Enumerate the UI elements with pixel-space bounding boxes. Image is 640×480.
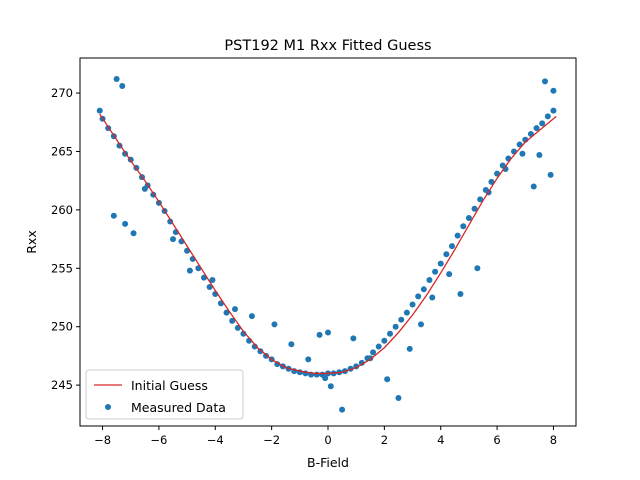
legend-label-measured-data: Measured Data: [131, 400, 226, 415]
measured-data-point: [477, 196, 484, 203]
x-axis-ticks: −8 −6 −4 −2 0 2 4 6 8: [94, 426, 557, 447]
x-tick-label: −8: [94, 433, 111, 447]
measured-data-point: [113, 76, 120, 83]
y-tick-label: 270: [51, 86, 73, 100]
measured-data-point: [449, 243, 455, 250]
measured-data-point: [542, 78, 548, 85]
measured-data-point: [119, 83, 126, 90]
measured-data-point: [325, 329, 331, 336]
measured-data-point: [384, 376, 391, 383]
measured-data-point: [544, 113, 551, 120]
legend: Initial Guess Measured Data: [85, 369, 244, 420]
measured-data-point: [209, 276, 216, 283]
measured-data-point: [322, 375, 329, 382]
measured-data-point: [406, 345, 413, 352]
measured-data-point: [375, 343, 382, 350]
x-tick-label: 0: [324, 433, 331, 447]
measured-data-point: [519, 150, 526, 157]
initial-guess-curve: [99, 113, 557, 375]
measured-data-point: [539, 120, 546, 127]
measured-data-point: [415, 293, 422, 300]
x-tick-label: 4: [437, 433, 444, 447]
y-tick-label: 265: [51, 144, 73, 158]
measured-data-point: [429, 294, 436, 301]
x-tick-label: 2: [381, 433, 388, 447]
measured-data-point: [232, 306, 238, 313]
measured-data-point: [327, 383, 334, 390]
measured-data-point: [316, 331, 323, 338]
x-tick-label: −4: [207, 433, 224, 447]
measured-data-point: [437, 260, 444, 267]
measured-data-point: [229, 317, 236, 324]
measured-data-point: [206, 283, 213, 290]
measured-data-point: [474, 265, 481, 272]
legend-marker-swatch: [105, 404, 111, 410]
measured-data-point: [350, 335, 357, 342]
measured-data-point: [271, 321, 278, 328]
legend-label-initial-guess: Initial Guess: [131, 378, 208, 393]
measured-data-point: [248, 313, 255, 320]
measured-data-point: [392, 323, 399, 330]
x-tick-label: 6: [493, 433, 500, 447]
measured-data-point: [274, 361, 281, 368]
measured-data-point: [550, 87, 557, 94]
measured-data-point: [395, 394, 402, 401]
plot-area: [96, 76, 557, 413]
initial-guess-line: [99, 113, 557, 375]
measured-data-point: [167, 218, 174, 225]
measured-data-point: [110, 212, 117, 219]
measured-data-point: [446, 271, 453, 278]
measured-data-point: [471, 205, 478, 212]
measured-data-point: [141, 185, 148, 192]
measured-data-point: [426, 276, 433, 283]
measured-data-point: [460, 223, 467, 230]
measured-data-point: [223, 309, 230, 316]
measured-data-point: [403, 309, 410, 316]
y-axis-ticks: 245 250 255 260 265 270: [51, 86, 80, 392]
x-axis-label: B-Field: [307, 455, 349, 470]
measured-data-point: [432, 268, 439, 275]
measured-data-point: [409, 301, 416, 308]
measured-data-point: [339, 406, 346, 413]
measured-data-point: [122, 220, 129, 227]
measured-data-point: [381, 337, 388, 344]
measured-data-point: [358, 359, 365, 366]
y-tick-label: 245: [51, 378, 73, 392]
measured-data-point: [530, 183, 537, 190]
x-tick-label: −2: [263, 433, 280, 447]
measured-data-point: [263, 352, 269, 359]
measured-data-point: [420, 286, 427, 293]
measured-data-point: [313, 371, 320, 378]
measured-data-point: [130, 230, 137, 237]
y-tick-label: 250: [51, 320, 73, 334]
x-tick-label: 8: [550, 433, 557, 447]
measured-data-point: [488, 178, 495, 185]
measured-data-point: [536, 151, 543, 158]
measured-data-point: [257, 348, 264, 355]
chart-title: PST192 M1 Rxx Fitted Guess: [224, 38, 431, 54]
measured-data-point: [550, 107, 557, 114]
measured-data-point: [465, 215, 472, 222]
y-axis-label: Rxx: [24, 230, 39, 253]
measured-data-point: [186, 267, 193, 274]
measured-data-point: [305, 356, 312, 363]
measured-data-point: [251, 343, 258, 350]
measured-data-point: [96, 107, 103, 114]
measured-data-point: [457, 290, 464, 297]
measured-data-point: [533, 125, 540, 132]
measured-data-point: [170, 236, 176, 243]
measured-data-point: [288, 341, 295, 348]
y-tick-label: 260: [51, 203, 73, 217]
measured-data-point: [547, 171, 554, 178]
x-tick-label: −6: [150, 433, 167, 447]
measured-data-point: [454, 232, 461, 239]
measured-data-point: [418, 321, 424, 328]
measured-data-point: [443, 251, 450, 258]
measured-data-point: [370, 349, 377, 356]
measured-data-point: [387, 330, 393, 337]
y-tick-label: 255: [51, 261, 73, 275]
measured-data-point: [398, 316, 405, 323]
legend-box: [85, 369, 244, 420]
